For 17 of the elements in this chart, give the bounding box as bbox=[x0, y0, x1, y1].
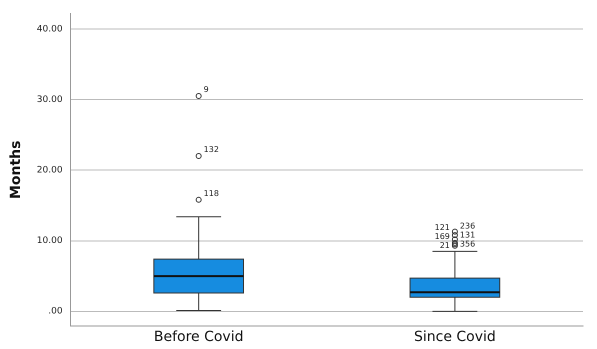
annotation: 236 bbox=[460, 221, 476, 230]
y-axis-title: Months bbox=[8, 140, 24, 200]
y-tick-label: 20.00 bbox=[36, 165, 63, 176]
y-tick-label: 10.00 bbox=[36, 236, 63, 246]
y-tick-label: .00 bbox=[48, 306, 63, 317]
x-tick-label: Before Covid bbox=[154, 329, 244, 346]
y-tick-label: 40.00 bbox=[36, 24, 63, 34]
annotation: 9 bbox=[204, 85, 209, 94]
annotation: 169 bbox=[434, 232, 450, 241]
annotation: 131 bbox=[460, 230, 476, 240]
annotation: 21 bbox=[440, 240, 450, 250]
annotation: 132 bbox=[204, 145, 219, 154]
x-tick-label: Since Covid bbox=[414, 329, 496, 346]
y-tick-label: 30.00 bbox=[36, 94, 63, 105]
annotation: 118 bbox=[204, 188, 219, 198]
annotation: 121 bbox=[434, 222, 450, 232]
annotation: 356 bbox=[460, 239, 476, 248]
